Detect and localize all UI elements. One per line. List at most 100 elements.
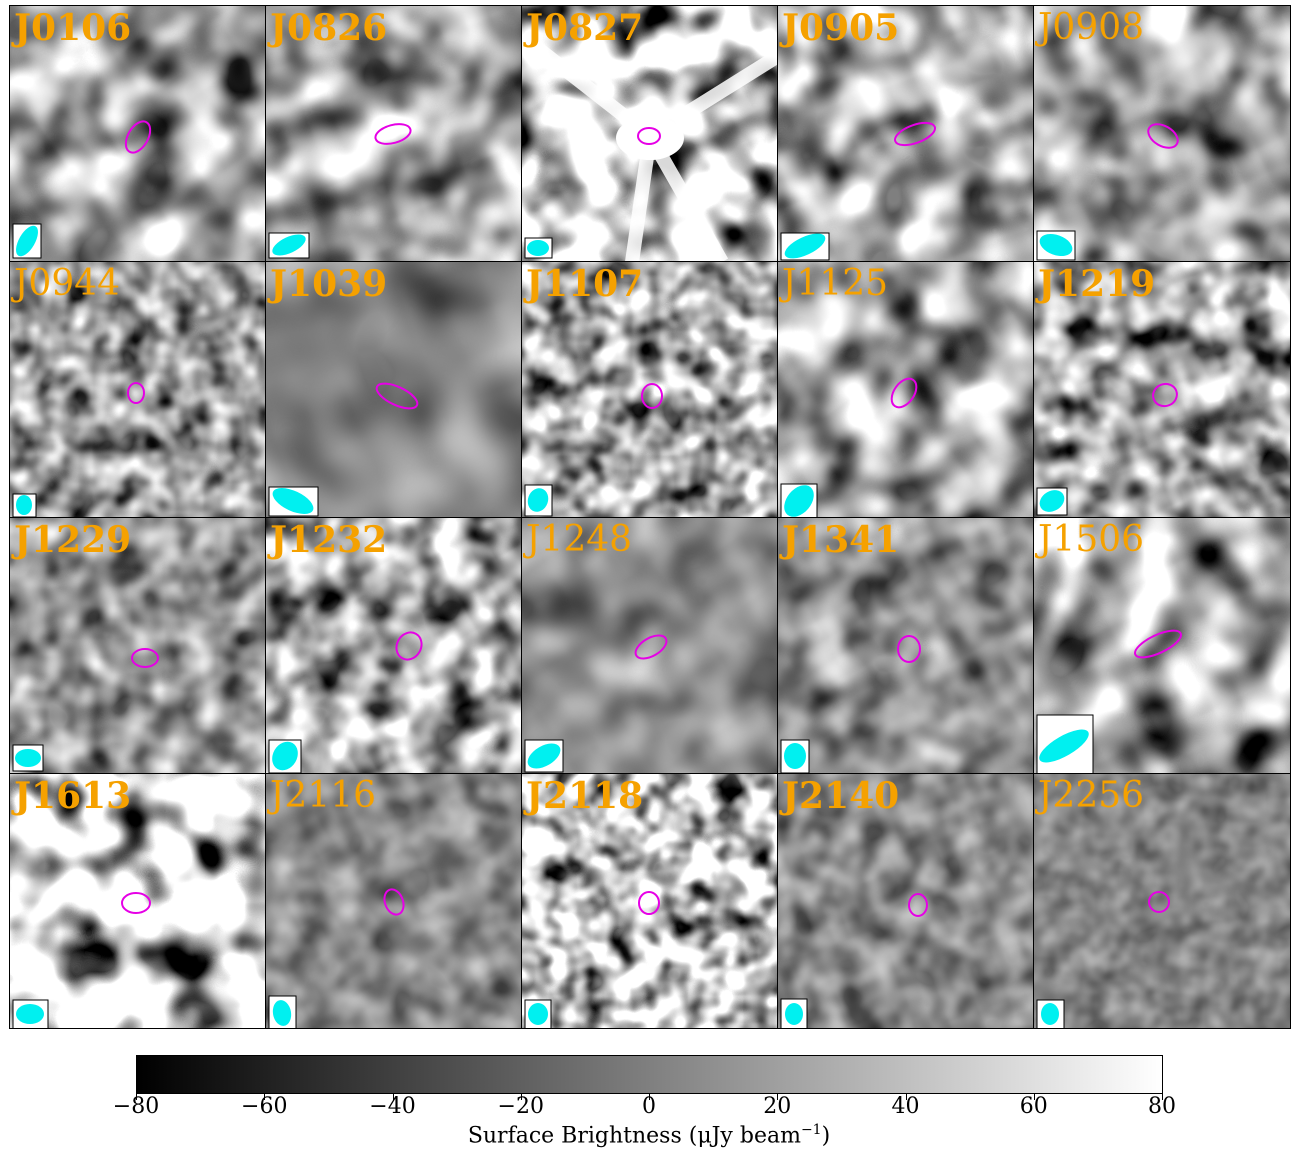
beam-ellipse	[1041, 1003, 1059, 1025]
beam-ellipse	[528, 1003, 548, 1025]
colorbar-tick-label: 80	[1148, 1094, 1176, 1119]
beam-indicator	[780, 998, 808, 1028]
panel-j0944: J0944	[10, 262, 266, 518]
panel-image	[522, 6, 777, 261]
beam-indicator	[12, 223, 42, 259]
colorbar-tick	[520, 1094, 522, 1100]
panel-image	[10, 518, 265, 773]
noise-light	[10, 774, 265, 1028]
colorbar-tick-label: 60	[1019, 1094, 1048, 1119]
panel-label: J0826	[270, 7, 388, 49]
noise-light	[1034, 774, 1290, 1028]
source-ellipse	[638, 891, 660, 915]
panel-image	[778, 518, 1033, 773]
panel-j2116: J2116	[266, 774, 522, 1028]
colorbar-tick-label: −60	[241, 1094, 288, 1119]
panel-j2118: J2118	[522, 774, 778, 1028]
panel-j2256: J2256	[1034, 774, 1290, 1028]
panel-image	[266, 6, 521, 261]
beam-ellipse	[527, 240, 549, 256]
panel-j1248: J1248	[522, 518, 778, 774]
panel-j0908: J0908	[1034, 6, 1290, 262]
beam-indicator	[1036, 714, 1094, 773]
panel-image	[778, 6, 1033, 261]
beam-ellipse	[527, 743, 561, 769]
image-grid: J0106 J0826 J0827 J0905 J0908 J0944 J1039 J1107…	[9, 5, 1291, 1029]
colorbar-tick	[136, 1094, 137, 1100]
beam-indicator	[12, 999, 49, 1028]
panel-label: J2116	[270, 775, 377, 816]
panel-label: J0944	[14, 263, 121, 304]
source-ellipse	[124, 120, 152, 154]
beam-ellipse	[784, 485, 814, 517]
beam-ellipse	[272, 741, 298, 771]
colorbar-label: Surface Brightness (μJy beam−1)	[467, 1122, 831, 1149]
panel-image	[778, 774, 1033, 1028]
panel-j1506: J1506	[1034, 518, 1290, 774]
panel-j2140: J2140	[778, 774, 1034, 1028]
panel-label: J0905	[782, 7, 900, 49]
beam-indicator	[1036, 230, 1076, 261]
source-ellipse	[1148, 891, 1170, 913]
colorbar	[136, 1055, 1163, 1100]
source-ellipse	[131, 648, 159, 668]
panel-label: J2118	[526, 775, 644, 817]
panel-image	[1034, 262, 1290, 517]
colorbar-tick	[905, 1094, 907, 1100]
beam-ellipse	[784, 233, 826, 259]
colorbar-gradient	[136, 1055, 1163, 1094]
source-ellipse	[1134, 629, 1182, 659]
beam-ellipse	[16, 1004, 44, 1024]
colorbar-tick-label: 40	[891, 1094, 920, 1119]
colorbar-tick	[1162, 1094, 1163, 1100]
source-ellipse	[1147, 123, 1179, 149]
beam-indicator	[12, 493, 37, 517]
panel-image	[778, 262, 1033, 517]
noise-light	[266, 6, 521, 261]
noise-light	[778, 262, 1033, 517]
beam-ellipse	[272, 488, 314, 514]
panel-j0827: J0827	[522, 6, 778, 262]
beam-indicator	[268, 486, 319, 517]
panel-label: J1341	[782, 519, 900, 561]
panel-image	[1034, 774, 1290, 1028]
noise-light	[522, 262, 777, 517]
beam-ellipse	[527, 488, 549, 512]
source-ellipse	[897, 635, 921, 663]
beam-indicator	[1036, 999, 1065, 1028]
noise-light	[266, 774, 521, 1028]
noise-light	[10, 518, 265, 773]
panel-label: J1107	[526, 263, 644, 305]
beam-ellipse	[785, 1003, 803, 1025]
panel-j0826: J0826	[266, 6, 522, 262]
bright-source	[522, 30, 777, 261]
panel-image	[266, 518, 521, 773]
beam-ellipse	[15, 749, 41, 767]
source-ellipse	[127, 382, 145, 404]
panel-image	[10, 262, 265, 517]
source-ellipse	[894, 121, 936, 147]
panel-j1613: J1613	[10, 774, 266, 1028]
panel-image	[266, 774, 521, 1028]
noise-light	[10, 262, 265, 517]
panel-j1039: J1039	[266, 262, 522, 518]
noise-light	[522, 518, 777, 773]
panel-label: J2256	[1038, 775, 1145, 816]
colorbar-tick-label: −20	[497, 1094, 544, 1119]
beam-ellipse	[272, 234, 306, 256]
panel-j1341: J1341	[778, 518, 1034, 774]
beam-indicator	[780, 483, 818, 517]
panel-label: J0827	[526, 7, 644, 49]
noise-light	[266, 518, 521, 773]
panel-label: J1229	[14, 519, 132, 561]
colorbar-tick-label: 20	[763, 1094, 792, 1119]
colorbar-tick-label: 0	[642, 1094, 656, 1119]
beam-indicator	[1036, 487, 1068, 516]
beam-ellipse	[1039, 490, 1065, 512]
panel-label: J1219	[1038, 263, 1156, 305]
colorbar-tick	[392, 1094, 394, 1100]
panel-label: J1232	[270, 519, 388, 561]
noise-light	[778, 6, 1033, 261]
beam-indicator	[524, 484, 553, 517]
source-ellipse	[121, 892, 151, 914]
